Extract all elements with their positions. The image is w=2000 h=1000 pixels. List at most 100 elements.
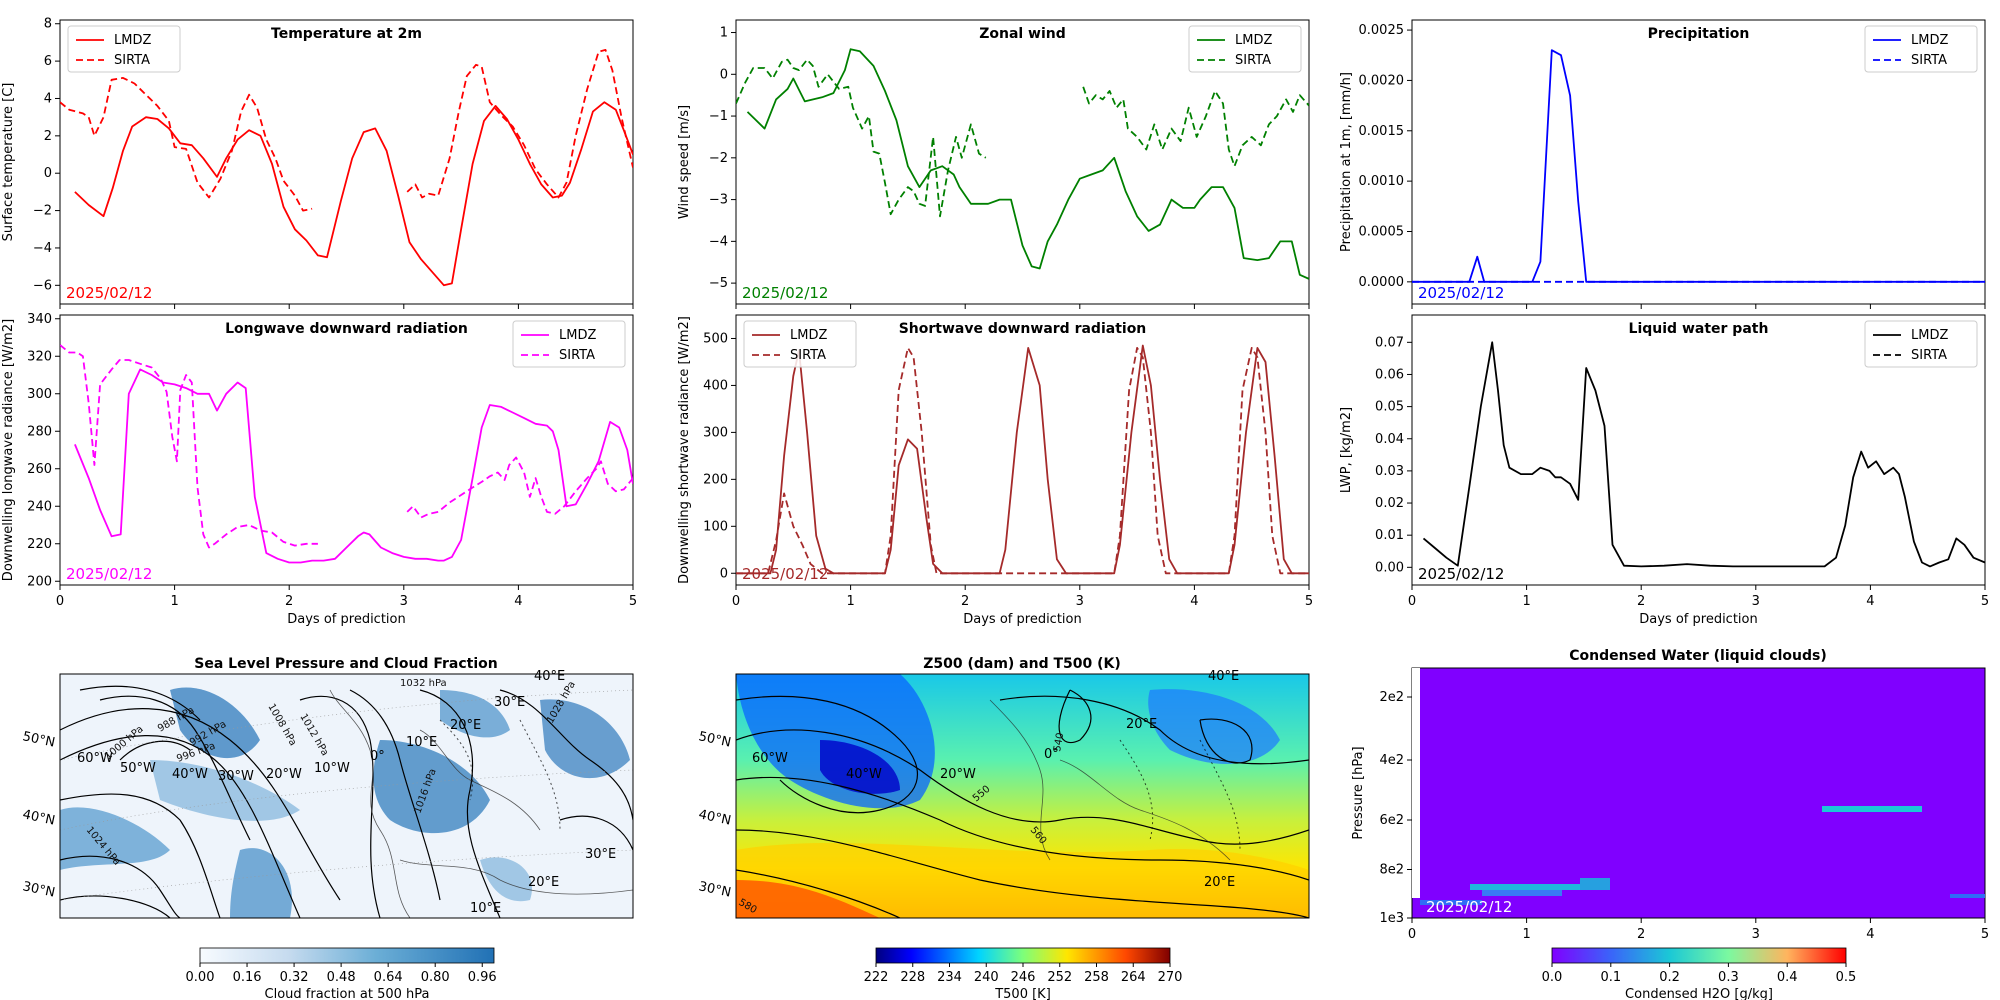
colorbar-tick-label: 270 <box>1158 970 1183 985</box>
contour-label: 540 <box>1052 732 1066 753</box>
colorbar-tick-label: 0.3 <box>1718 970 1739 985</box>
date-label: 2025/02/12 <box>66 284 152 302</box>
legend-label: SIRTA <box>1911 53 1947 68</box>
chart-title: Temperature at 2m <box>271 26 422 42</box>
y-tick-label: −5 <box>709 276 728 291</box>
heatmap-cloud-cell <box>1470 884 1585 890</box>
legend-label: LMDZ <box>1911 33 1948 48</box>
legend-box <box>1864 25 1978 73</box>
series-line-sirta <box>736 58 987 218</box>
heatmap-colorbar-label: Condensed H2O [g/kg] <box>1625 987 1773 1000</box>
colorbar-tick-label: 0.32 <box>280 970 309 985</box>
y-tick-label: 0.03 <box>1375 464 1404 479</box>
chart-title: Precipitation <box>1648 26 1750 42</box>
heatmap-title: Condensed Water (liquid clouds) <box>1569 648 1827 664</box>
x-tick-label: 3 <box>1076 594 1084 609</box>
x-tick-label: 0 <box>56 594 64 609</box>
map2-labels: 60°W 40°W 20°W 0° 20°E 40°E 50°N 40°N 30… <box>697 669 1239 901</box>
y-tick-label: 6 <box>44 54 52 69</box>
map2-label: 40°E <box>1208 669 1239 684</box>
chart-title: Shortwave downward radiation <box>899 321 1147 337</box>
y-tick-label: 1e3 <box>1379 911 1404 926</box>
map1-label: 30°E <box>585 847 616 862</box>
x-tick-label: 2 <box>1637 594 1645 609</box>
legend-label: LMDZ <box>1235 33 1272 48</box>
map1-label: 40°N <box>21 807 56 828</box>
y-tick-label: 340 <box>27 312 52 327</box>
x-tick-label: 4 <box>514 594 522 609</box>
cloud-patch <box>440 690 510 738</box>
heatmap-colorbar <box>1551 947 1847 964</box>
map1-field <box>60 674 633 918</box>
y-tick-label: −4 <box>709 234 728 249</box>
map2-label: 30°N <box>697 879 732 900</box>
x-tick-label: 2 <box>285 594 293 609</box>
series-line-sirta <box>736 347 1309 575</box>
y-tick-label: 0.0025 <box>1359 23 1405 38</box>
x-tick-label: 2 <box>1637 927 1645 942</box>
series-line-sirta <box>406 456 633 519</box>
y-tick-label: 0.0000 <box>1359 275 1405 290</box>
y-axis-label: Surface temperature [C] <box>1 83 16 242</box>
series-line-lmdz <box>74 101 633 287</box>
legend-label: SIRTA <box>1235 53 1271 68</box>
heatmap-colorbar-ticks: 0.0 0.1 0.2 0.3 0.4 0.5 <box>1542 963 1856 985</box>
chart-title: Zonal wind <box>979 26 1066 42</box>
y-tick-label: −6 <box>33 278 52 293</box>
y-axis-label: Wind speed [m/s] <box>677 105 692 219</box>
colorbar-tick-label: 246 <box>1011 970 1036 985</box>
y-tick-label: 8 <box>44 17 52 32</box>
y-tick-label: 100 <box>703 519 728 534</box>
x-tick-label: 1 <box>846 594 854 609</box>
series-line-lmdz <box>1412 49 1985 283</box>
x-tick-label: 3 <box>1752 927 1760 942</box>
map2-colorbar <box>875 947 1171 964</box>
x-tick-label: 5 <box>1305 594 1313 609</box>
x-tick-label: 3 <box>1752 594 1760 609</box>
legend-label: LMDZ <box>790 328 827 343</box>
legend-box <box>743 320 857 368</box>
map1-label: 20°E <box>450 718 481 733</box>
map1-colorbar-ticks: 0.00 0.16 0.32 0.48 0.64 0.80 0.96 <box>186 963 497 985</box>
heatmap-left-strip <box>1412 668 1420 898</box>
y-axis-label: Downwelling longwave radiance [W/m2] <box>1 319 16 581</box>
y-tick-label: −2 <box>709 151 728 166</box>
y-tick-label: 4 <box>44 91 52 106</box>
y-tick-label: 0.01 <box>1375 528 1404 543</box>
y-tick-label: 0 <box>720 566 728 581</box>
x-axis-label: Days of prediction <box>963 612 1081 627</box>
zonal-wind-panel: −5 −4 −3 −2 −1 0 1 Wind speed [m/s] Zonal wind 20… <box>677 19 1310 309</box>
colorbar-tick-label: 0.48 <box>327 970 356 985</box>
y-tick-label: 320 <box>27 349 52 364</box>
warm-band <box>736 880 880 918</box>
colorbar-tick-label: 222 <box>864 970 889 985</box>
y-tick-label: 0.05 <box>1375 400 1404 415</box>
map2-label: 40°N <box>697 807 732 828</box>
heatmap-cloud-cell <box>1950 894 1985 898</box>
legend-label: LMDZ <box>559 328 596 343</box>
map1-label: 30°E <box>494 695 525 710</box>
y-axis-label: Downwelling shortwave radiance [W/m2] <box>677 316 692 584</box>
colorbar-tick-label: 258 <box>1084 970 1109 985</box>
colorbar-tick-label: 228 <box>900 970 925 985</box>
colorbar-tick-label: 0.00 <box>186 970 215 985</box>
x-tick-label: 4 <box>1190 594 1198 609</box>
isobar-label: 1032 hPa <box>400 678 447 689</box>
colorbar-tick-label: 0.80 <box>421 970 450 985</box>
cold-pool <box>1148 689 1280 764</box>
colorbar-tick-label: 240 <box>974 970 999 985</box>
chart-title: Liquid water path <box>1629 321 1769 337</box>
map1-colorbar-label: Cloud fraction at 500 hPa <box>265 987 430 1000</box>
x-tick-label: 1 <box>1522 927 1530 942</box>
precipitation-panel: 0.0000 0.0005 0.0010 0.0015 0.0020 0.0025 Prec… <box>1339 19 1986 309</box>
legend-label: SIRTA <box>114 53 150 68</box>
temperature-panel: −6 −4 −2 0 2 4 6 8 Surface temperature [C] Temper… <box>1 17 634 309</box>
heatmap-date-label: 2025/02/12 <box>1426 898 1512 916</box>
series-line-lmdz <box>736 344 1309 575</box>
x-tick-label: 4 <box>1866 927 1874 942</box>
heatmap-ylabel: Pressure [hPa] <box>1351 746 1366 839</box>
legend-box <box>1864 320 1978 368</box>
map2-label: 20°W <box>940 767 976 782</box>
y-tick-label: 400 <box>703 378 728 393</box>
colorbar-tick-label: 252 <box>1047 970 1072 985</box>
